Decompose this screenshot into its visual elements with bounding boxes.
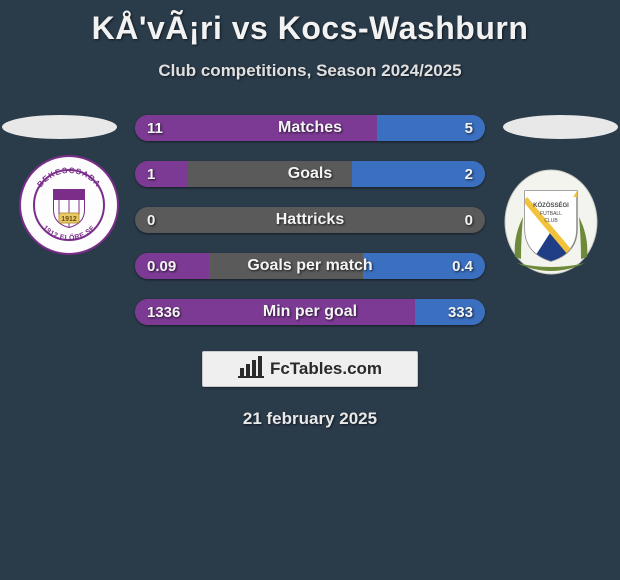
shadow-ellipse-right <box>503 115 618 139</box>
bar-segment-right <box>363 253 486 279</box>
svg-text:1912: 1912 <box>61 216 77 223</box>
bar-segment-left <box>135 161 188 187</box>
bar-segment-left <box>135 115 377 141</box>
page-title: KÅ'vÃ¡ri vs Kocs-Washburn <box>92 10 529 47</box>
bar-label: Hattricks <box>135 207 485 233</box>
svg-text:CLUB: CLUB <box>544 218 558 224</box>
bar-segment-right <box>352 161 485 187</box>
comparison-bar: 115Matches <box>135 115 485 141</box>
club-crest-right: KÖZÖSSÉGI FUTBALL CLUB <box>501 167 601 277</box>
comparison-bar: 12Goals <box>135 161 485 187</box>
svg-text:FUTBALL: FUTBALL <box>540 211 562 217</box>
bar-segment-right <box>415 299 485 325</box>
brand-text: FcTables.com <box>270 359 382 379</box>
date: 21 february 2025 <box>243 409 377 429</box>
svg-text:KÖZÖSSÉGI: KÖZÖSSÉGI <box>533 201 569 209</box>
bar-segment-left <box>135 299 415 325</box>
comparison-bar: 0.090.4Goals per match <box>135 253 485 279</box>
shadow-ellipse-left <box>2 115 117 139</box>
comparison-section: BEKESCSABA 1912 ELŐRE SE 1912 <box>0 115 620 325</box>
comparison-bar: 1336333Min per goal <box>135 299 485 325</box>
comparison-bar: 0 0Hattricks <box>135 207 485 233</box>
bar-chart-icon <box>238 356 264 383</box>
bar-segment-right <box>377 115 486 141</box>
subtitle: Club competitions, Season 2024/2025 <box>158 61 461 81</box>
bar-value-left: 0 <box>147 207 155 233</box>
brand-box: FcTables.com <box>202 351 418 387</box>
club-crest-left: BEKESCSABA 1912 ELŐRE SE 1912 <box>19 155 119 255</box>
bar-value-right: 0 <box>465 207 473 233</box>
comparison-bars: 115Matches 12Goals 0 0Hattricks 0.090.4Goals… <box>135 115 485 325</box>
bar-segment-left <box>135 253 209 279</box>
